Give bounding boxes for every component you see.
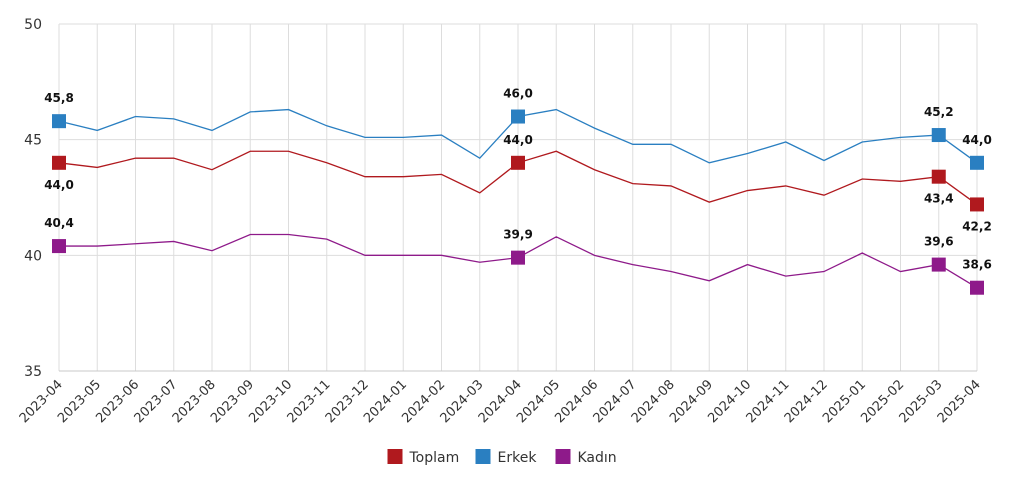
data-marker: [970, 197, 984, 212]
grid-layer: [58, 23, 978, 372]
y-tick-label: 35: [24, 364, 42, 380]
legend-swatch: [475, 449, 491, 464]
data-label: 39,9: [503, 228, 533, 242]
data-marker: [511, 109, 525, 124]
data-marker: [52, 114, 66, 129]
legend-item: Kadın: [555, 449, 617, 466]
legend-item: Toplam: [387, 449, 460, 466]
legend-label: Kadın: [578, 450, 617, 466]
data-label: 38,6: [962, 258, 992, 272]
legend-label: Erkek: [498, 450, 538, 466]
data-label: 45,8: [44, 91, 74, 105]
data-marker: [970, 155, 984, 170]
axis-layer: 354045502023-042023-052023-062023-072023…: [17, 17, 984, 426]
data-label: 45,2: [924, 105, 954, 119]
data-label: 42,2: [962, 219, 992, 233]
data-label: 40,4: [44, 216, 74, 230]
legend-label: Toplam: [409, 450, 460, 466]
data-label: 39,6: [924, 235, 954, 249]
data-marker: [970, 280, 984, 295]
data-label: 44,0: [503, 133, 533, 147]
data-marker: [931, 169, 946, 184]
data-marker: [511, 250, 525, 265]
data-marker: [931, 257, 946, 272]
y-tick-label: 40: [24, 248, 42, 264]
legend-item: Erkek: [475, 449, 538, 466]
data-marker: [52, 239, 66, 254]
data-marker: [52, 155, 66, 170]
data-label: 46,0: [503, 87, 533, 101]
legend-swatch: [387, 449, 403, 464]
marker-layer: [52, 109, 984, 295]
data-label: 43,4: [924, 192, 954, 206]
data-marker: [931, 128, 946, 143]
legend-swatch: [555, 449, 571, 464]
y-tick-label: 50: [24, 17, 42, 33]
y-tick-label: 45: [24, 133, 42, 149]
data-label-layer: 44,0 44,0 43,4 42,2 45,8 46,0 45,2 44,0 40,4 39,9…: [44, 87, 992, 272]
data-marker: [511, 155, 525, 170]
data-label: 44,0: [962, 133, 992, 147]
data-label: 44,0: [44, 178, 74, 192]
legend: Toplam Erkek Kadın: [387, 449, 617, 466]
